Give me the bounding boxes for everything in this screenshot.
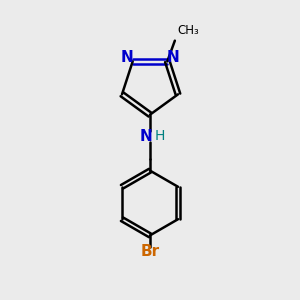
Text: CH₃: CH₃	[177, 24, 199, 37]
Text: H: H	[154, 129, 165, 143]
Text: N: N	[121, 50, 134, 65]
Text: N: N	[139, 129, 152, 144]
Text: Br: Br	[140, 244, 160, 259]
Text: N: N	[166, 50, 179, 65]
